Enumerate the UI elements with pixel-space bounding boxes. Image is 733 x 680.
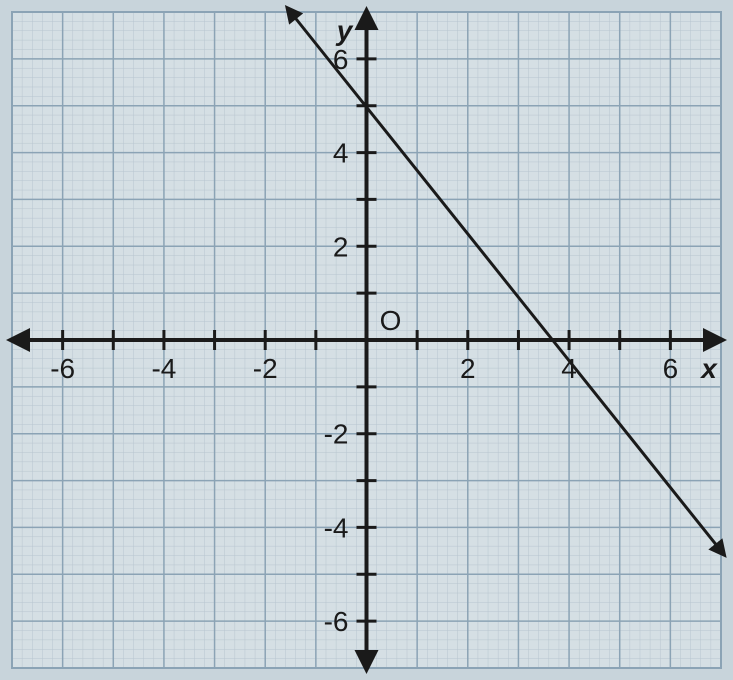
svg-text:-2: -2 — [253, 353, 278, 384]
svg-text:-2: -2 — [324, 419, 349, 450]
svg-text:-6: -6 — [324, 606, 349, 637]
svg-text:2: 2 — [333, 231, 349, 262]
svg-text:-4: -4 — [151, 353, 176, 384]
svg-text:-4: -4 — [324, 512, 349, 543]
svg-text:x: x — [699, 353, 718, 384]
svg-text:y: y — [335, 15, 354, 46]
svg-text:4: 4 — [333, 138, 349, 169]
chart-svg: -6-4-2246642-2-4-6yxO — [0, 0, 733, 680]
svg-text:O: O — [380, 305, 402, 336]
coordinate-plane-chart: -6-4-2246642-2-4-6yxO — [0, 0, 733, 680]
svg-text:6: 6 — [663, 353, 679, 384]
svg-text:-6: -6 — [50, 353, 75, 384]
svg-text:2: 2 — [460, 353, 476, 384]
